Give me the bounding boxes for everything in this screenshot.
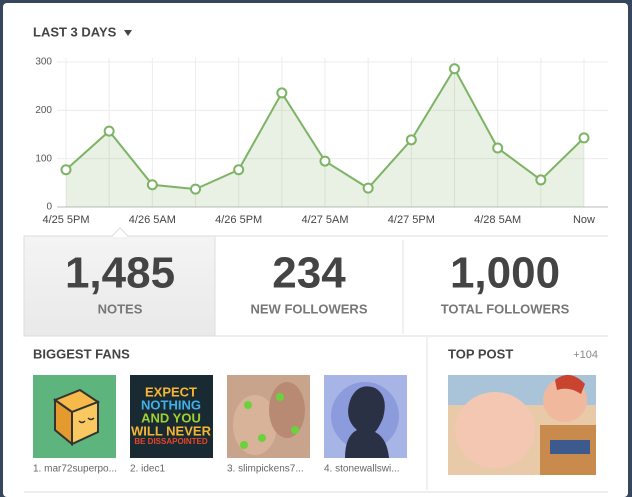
- stat-value: 1,485: [65, 249, 175, 298]
- range-dropdown[interactable]: LAST 3 DAYS: [33, 24, 117, 39]
- avatar-text-line: NOTHING: [141, 397, 201, 412]
- stat-label: NOTES: [98, 301, 143, 316]
- point: [146, 179, 158, 191]
- point: [319, 155, 331, 167]
- stat-value: 234: [272, 249, 346, 298]
- y-tick-label: 300: [35, 57, 52, 68]
- y-tick-label: 200: [35, 105, 52, 116]
- fan-caption: 2. idec1: [130, 464, 165, 475]
- point: [449, 63, 460, 75]
- point: [405, 134, 417, 146]
- stats: 1,485 NOTES 234 NEW FOLLOWERS 1,000 TOTAL FOL…: [65, 249, 570, 317]
- point: [233, 164, 245, 176]
- avatar-text-line: AND YOU: [141, 410, 201, 425]
- fan-avatar[interactable]: [227, 375, 310, 458]
- captions: 1. mar72superpo... 2. idec1 3. slimpickens…: [33, 464, 400, 475]
- x-tick-label: 4/28 5AM: [474, 214, 521, 226]
- top-post-count: +104: [573, 349, 598, 361]
- x-tick-label: 4/26 5AM: [129, 214, 176, 226]
- point: [492, 142, 504, 154]
- dropdown-arrow[interactable]: [124, 30, 132, 36]
- point: [362, 182, 374, 194]
- point: [578, 132, 590, 144]
- tab-notch-border: [111, 227, 129, 237]
- stat-value: 1,000: [450, 249, 560, 298]
- chart: 0 100 200 300 4/25 5PM 4/26 5AM 4/26 5PM 4/27 5…: [35, 57, 608, 226]
- fan-caption: 4. stonewallswi...: [324, 464, 400, 475]
- fan-caption: 1. mar72superpo...: [33, 464, 117, 475]
- point: [60, 164, 72, 176]
- fan-avatar[interactable]: [324, 375, 407, 458]
- tab-notch: [112, 229, 128, 237]
- notes-tab[interactable]: [23, 235, 216, 337]
- x-tick-label: 4/26 5PM: [215, 214, 262, 226]
- avatar-text-line: BE DISSAPOINTED: [134, 437, 208, 446]
- point: [276, 87, 288, 99]
- x-tick-label: 4/27 5PM: [388, 214, 435, 226]
- x-tick-label: 4/25 5PM: [42, 214, 89, 226]
- x-tick-label: Now: [573, 214, 595, 226]
- point: [190, 183, 201, 195]
- point: [103, 125, 115, 137]
- section-title: BIGGEST FANS: [33, 346, 130, 361]
- section-title: TOP POST: [448, 346, 513, 361]
- fan-caption: 3. slimpickens7...: [227, 464, 304, 475]
- stat-label: NEW FOLLOWERS: [251, 301, 368, 316]
- y-tick-label: 0: [46, 202, 52, 213]
- card: [3, 3, 628, 497]
- x-tick-label: 4/27 5AM: [301, 214, 348, 226]
- area: [66, 68, 584, 208]
- point: [535, 174, 547, 186]
- fan-avatar[interactable]: [33, 375, 116, 458]
- avatar-text-line: WILL NEVER: [131, 423, 212, 438]
- y-tick-label: 100: [35, 153, 52, 164]
- avatar-text-line: EXPECT: [145, 384, 197, 399]
- top-post-image[interactable]: [448, 374, 596, 475]
- stat-label: TOTAL FOLLOWERS: [441, 301, 570, 316]
- fan-avatar[interactable]: [130, 375, 213, 458]
